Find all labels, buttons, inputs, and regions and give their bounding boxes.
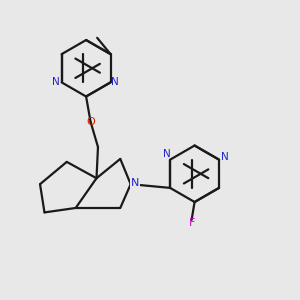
Text: N: N	[111, 77, 119, 87]
Text: N: N	[52, 77, 60, 87]
Text: N: N	[131, 178, 139, 188]
Text: N: N	[163, 149, 170, 159]
Text: F: F	[188, 218, 195, 228]
Text: N: N	[220, 152, 228, 162]
Text: O: O	[86, 117, 95, 127]
